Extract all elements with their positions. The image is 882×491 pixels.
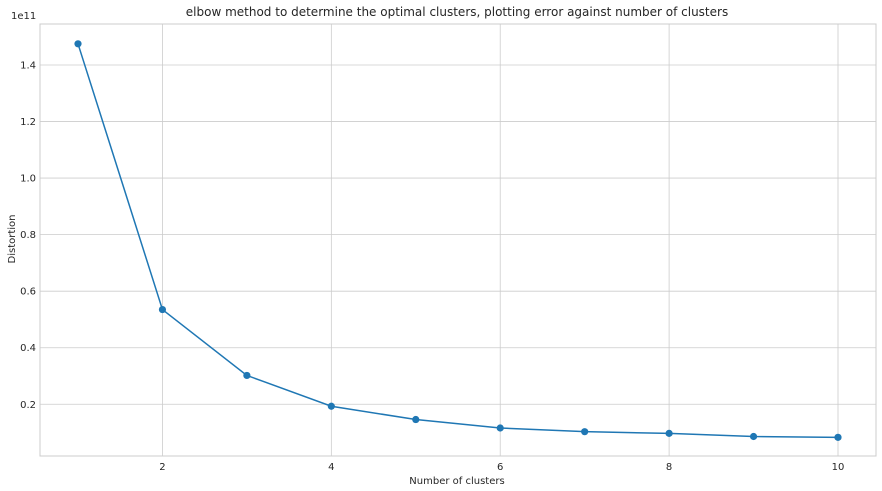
chart-title: elbow method to determine the optimal cl…: [186, 5, 728, 19]
data-point: [665, 429, 673, 437]
data-point: [581, 428, 589, 436]
data-point: [749, 432, 758, 441]
x-tick-label: 6: [497, 462, 503, 473]
y-tick-label: 1.2: [20, 117, 36, 128]
x-tick-label: 4: [328, 462, 334, 473]
y-tick-label: 0.8: [20, 230, 36, 241]
y-axis-label: Distortion: [7, 215, 18, 264]
data-point: [834, 433, 842, 441]
data-point: [496, 424, 504, 432]
x-tick-label: 8: [666, 462, 672, 473]
data-point: [327, 402, 335, 410]
data-point: [158, 305, 167, 314]
x-axis-label: Number of clusters: [409, 476, 504, 487]
y-axis-offset-label: 1e11: [11, 11, 36, 22]
y-tick-label: 0.4: [20, 343, 36, 354]
data-point: [74, 40, 82, 48]
data-points: [74, 40, 842, 441]
grid: [40, 24, 876, 456]
data-point: [243, 371, 251, 380]
y-tick-label: 1.0: [20, 174, 36, 185]
y-tick-label: 0.2: [20, 400, 36, 411]
x-tick-label: 2: [159, 462, 165, 473]
plot-area-frame: [39, 23, 877, 457]
axis-ticks: 2 4 6 8 10 0.2 0.4 0.6 0.8 1.0 1.2 1.4: [20, 60, 844, 473]
data-point: [412, 415, 420, 424]
y-tick-label: 1.4: [20, 60, 36, 71]
x-tick-label: 10: [832, 462, 845, 473]
y-tick-label: 0.6: [20, 287, 36, 298]
series-line: [77, 43, 839, 439]
